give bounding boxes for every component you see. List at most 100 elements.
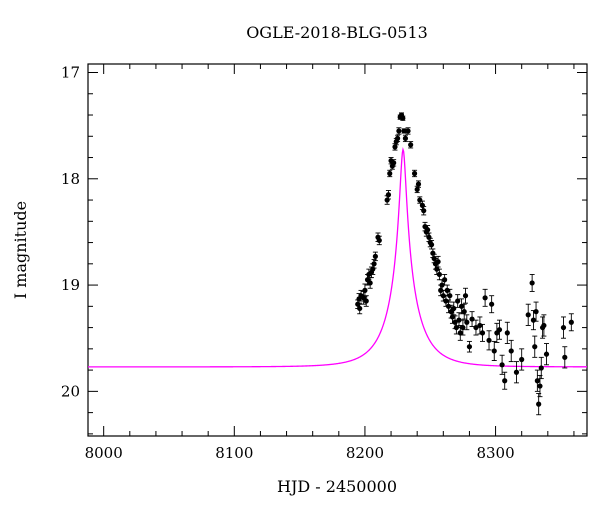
data-point (387, 169, 393, 178)
data-point (466, 340, 473, 353)
data-point (372, 251, 378, 262)
point-marker (534, 378, 540, 384)
point-marker (439, 282, 445, 288)
point-marker (414, 186, 420, 193)
data-point (402, 134, 409, 143)
point-marker (434, 266, 440, 272)
x-tick-label: 8300 (476, 444, 514, 462)
point-marker (419, 202, 426, 208)
point-marker (533, 309, 539, 315)
point-marker (362, 287, 368, 293)
point-marker (508, 348, 514, 354)
point-marker (530, 317, 537, 323)
point-marker (560, 324, 567, 331)
y-axis-label: I magnitude (11, 201, 30, 299)
data-point (513, 361, 520, 384)
point-marker (479, 330, 486, 336)
point-marker (466, 344, 473, 350)
point-marker (411, 170, 418, 177)
data-point (538, 356, 544, 380)
point-marker (415, 181, 422, 187)
data-point (363, 295, 369, 307)
point-marker (371, 261, 377, 267)
data-point (482, 288, 488, 307)
data-point (408, 141, 414, 149)
data-point (491, 340, 497, 361)
data-point (396, 127, 402, 135)
point-marker (408, 142, 414, 148)
data-point (391, 159, 397, 167)
point-marker (426, 234, 432, 240)
point-marker (417, 197, 423, 203)
point-marker (421, 208, 427, 214)
data-point (421, 205, 427, 216)
data-point (499, 354, 505, 375)
point-marker (461, 309, 467, 315)
point-marker (425, 227, 431, 233)
point-marker (443, 298, 449, 304)
plot-area-border (87, 63, 588, 437)
data-point (562, 346, 568, 369)
data-point (473, 319, 479, 336)
data-point (453, 320, 459, 335)
y-tick-label: 17 (61, 64, 80, 82)
data-point (508, 339, 514, 363)
data-point (543, 343, 550, 366)
point-marker (392, 144, 398, 150)
point-marker (396, 128, 402, 134)
point-marker (536, 401, 542, 407)
point-marker (513, 369, 520, 375)
data-point (385, 190, 392, 200)
data-point (367, 277, 373, 289)
point-marker (543, 351, 550, 357)
data-point (533, 301, 539, 322)
point-marker (385, 192, 392, 198)
data-point (534, 369, 540, 392)
point-marker (435, 259, 441, 265)
point-marker (460, 324, 466, 331)
point-marker (430, 250, 436, 256)
point-marker (489, 301, 495, 307)
point-marker (367, 280, 373, 286)
point-marker (525, 312, 531, 318)
data-point (425, 225, 431, 235)
data-point (519, 348, 525, 371)
point-marker (442, 277, 448, 283)
point-marker (428, 242, 435, 248)
point-marker (562, 354, 568, 360)
data-point (411, 169, 418, 178)
point-marker (405, 128, 411, 134)
point-marker (482, 295, 488, 301)
data-point (460, 319, 466, 336)
data-point (405, 127, 411, 135)
data-point (462, 287, 469, 304)
point-marker (486, 337, 492, 343)
data-point (496, 319, 503, 340)
data-point (529, 273, 535, 292)
data-point (560, 316, 567, 339)
point-marker (400, 115, 406, 121)
data-point (400, 115, 406, 121)
data-point (486, 330, 492, 351)
data-point (435, 255, 441, 268)
point-marker (456, 317, 462, 323)
data-point (417, 196, 423, 204)
y-tick-label: 19 (61, 276, 80, 294)
point-marker (532, 344, 538, 350)
data-point (464, 314, 470, 331)
point-marker (499, 362, 505, 368)
point-marker (357, 305, 363, 312)
point-marker (529, 280, 535, 286)
point-marker (458, 303, 465, 309)
model-curve-line (88, 146, 587, 368)
point-marker (370, 266, 376, 272)
point-marker (496, 327, 503, 333)
data-point (451, 301, 457, 316)
data-point (568, 313, 574, 332)
data-point (461, 303, 467, 320)
point-marker (457, 330, 463, 336)
point-marker (519, 356, 525, 363)
data-points-group (355, 112, 574, 416)
point-marker (451, 305, 457, 312)
